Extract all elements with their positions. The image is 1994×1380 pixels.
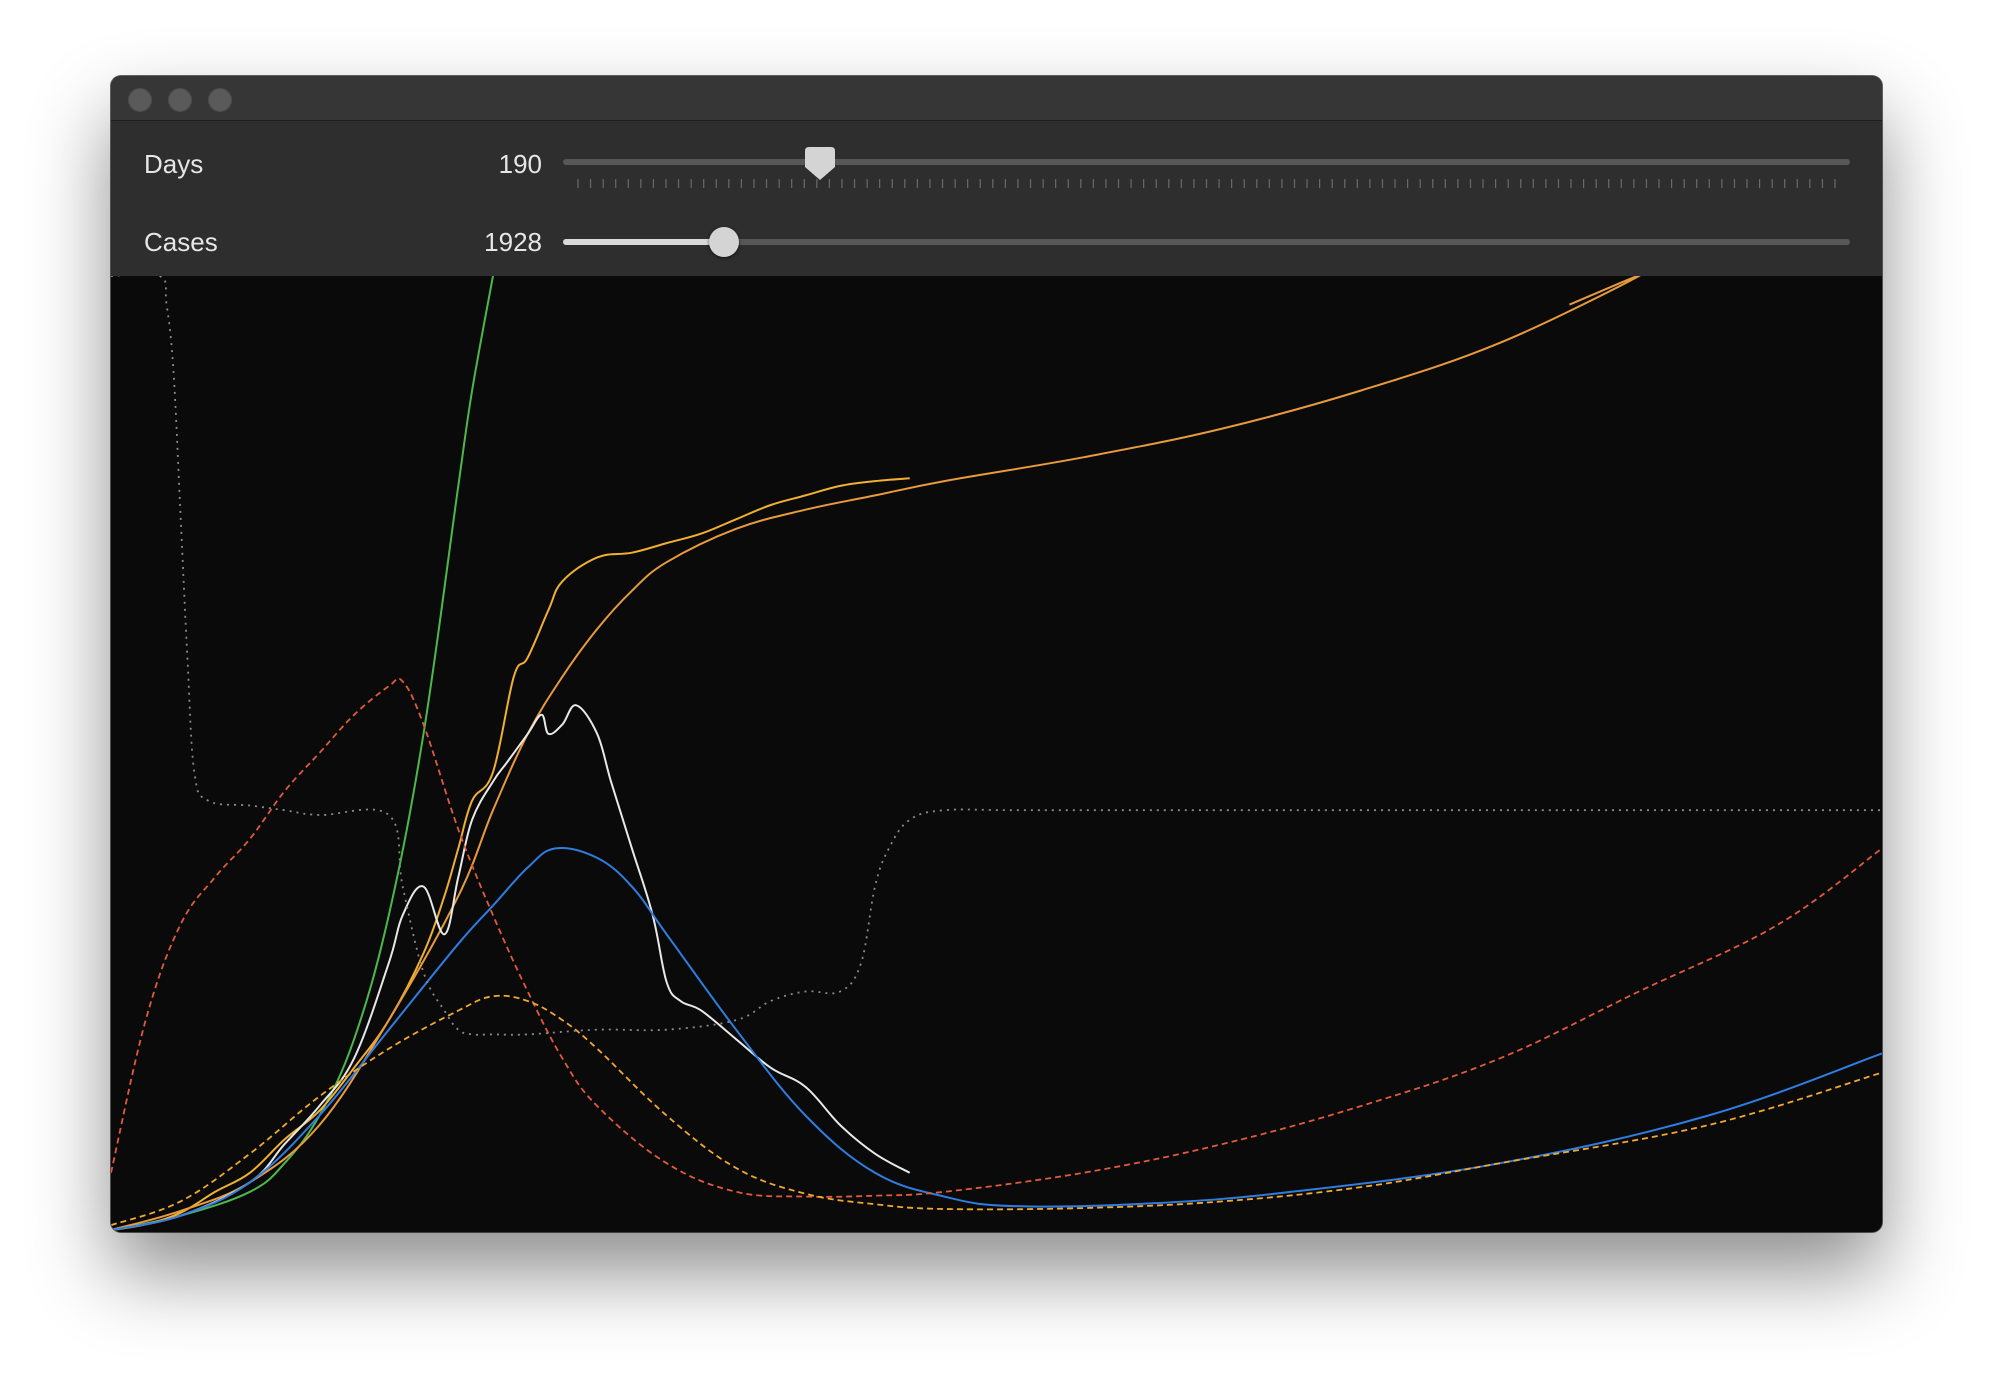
line-chart xyxy=(111,276,1882,1231)
series-line-7 xyxy=(111,276,1882,1036)
series-line-6 xyxy=(111,994,1882,1227)
days-slider-track[interactable] xyxy=(563,159,1850,165)
days-value: 190 xyxy=(498,149,542,179)
close-button[interactable] xyxy=(128,88,152,112)
chart-area xyxy=(111,276,1882,1232)
cases-slider-knob[interactable] xyxy=(708,227,739,257)
cases-value: 1928 xyxy=(484,227,542,257)
minimize-button[interactable] xyxy=(168,88,192,112)
days-row: Days 190 xyxy=(111,129,1882,199)
days-label: Days xyxy=(144,149,204,179)
series-line-1 xyxy=(111,477,910,1231)
zoom-button[interactable] xyxy=(208,88,232,112)
series-line-3 xyxy=(111,704,911,1231)
title-bar xyxy=(111,76,1882,121)
cases-slider-fill xyxy=(563,239,724,245)
cases-slider-track[interactable] xyxy=(563,239,1850,245)
cases-row: Cases 1928 xyxy=(111,207,1882,277)
days-slider-knob[interactable] xyxy=(805,147,836,181)
cases-label: Cases xyxy=(144,227,218,257)
series-line-5 xyxy=(111,677,1882,1198)
app-window: Days 190 Cases 1928 xyxy=(111,76,1882,1232)
controls-panel: Days 190 Cases 1928 xyxy=(111,121,1882,276)
days-slider-ticks xyxy=(577,179,1836,188)
series-line-4 xyxy=(111,847,1882,1231)
series-line-0 xyxy=(111,276,494,1231)
